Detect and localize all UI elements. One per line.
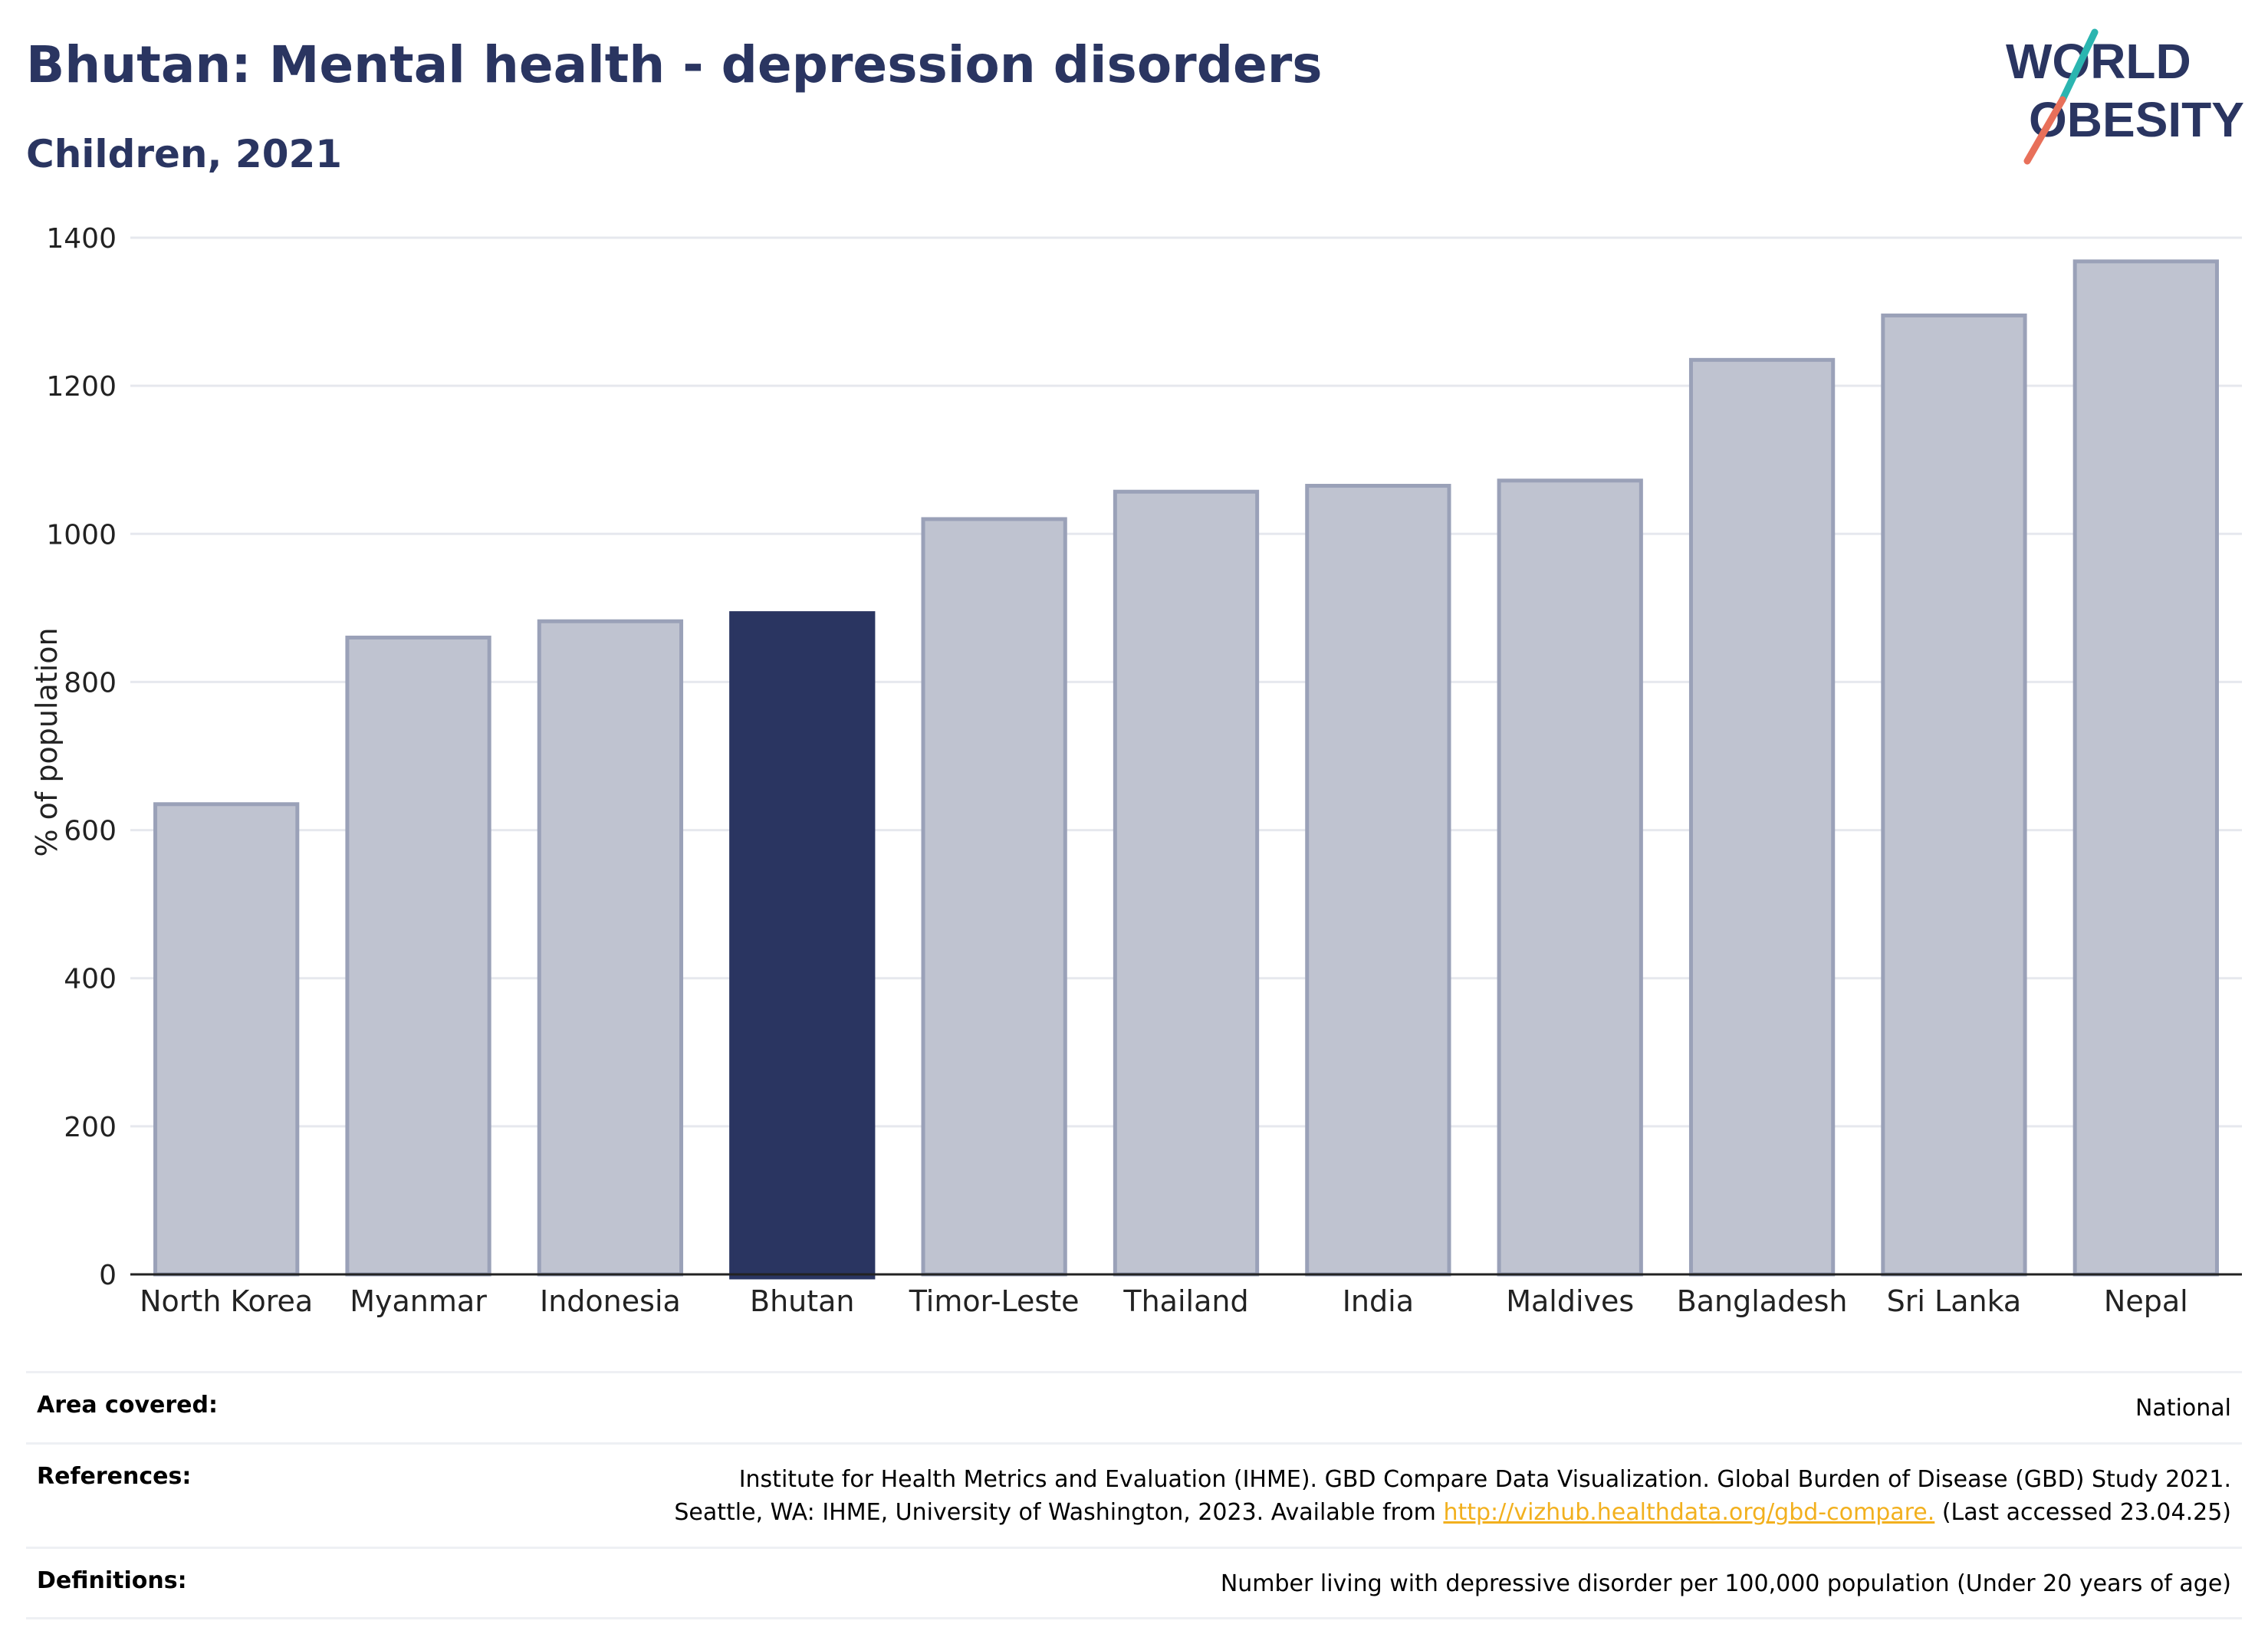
world-obesity-logo: WORLD OBESITY — [2006, 28, 2244, 165]
bar-thailand — [1113, 489, 1260, 1277]
footer-area-row: Area covered: National — [26, 1371, 2242, 1442]
footer-references-row: References: Institute for Health Metrics… — [26, 1442, 2242, 1547]
y-tick-label: 1400 — [46, 223, 117, 255]
bar-sri-lanka — [1881, 313, 2027, 1277]
chart-subtitle: Children, 2021 — [26, 132, 343, 176]
x-tick-label: Indonesia — [540, 1284, 681, 1318]
x-tick-label: Maldives — [1506, 1284, 1634, 1318]
bar-bhutan — [729, 611, 876, 1280]
bar-indonesia — [537, 619, 684, 1277]
y-tick-label: 200 — [64, 1112, 117, 1143]
references-label: References: — [37, 1462, 192, 1490]
references-line1: Institute for Health Metrics and Evaluat… — [738, 1465, 2231, 1493]
x-tick-label: Sri Lanka — [1887, 1284, 2022, 1318]
chart-footer: Area covered: National References: Insti… — [26, 1371, 2242, 1619]
area-covered-value: National — [2135, 1395, 2231, 1422]
y-tick-label: 600 — [64, 816, 117, 847]
definitions-value: Number living with depressive disorder p… — [1220, 1570, 2231, 1597]
bar-north-korea — [153, 802, 300, 1277]
y-tick-label: 800 — [64, 667, 117, 699]
references-line2-pre: Seattle, WA: IHME, University of Washing… — [674, 1499, 1444, 1526]
logo-slash-coral — [2023, 96, 2066, 165]
y-tick-label: 400 — [64, 964, 117, 995]
footer-definitions-row: Definitions: Number living with depressi… — [26, 1546, 2242, 1619]
y-tick-label: 0 — [99, 1260, 117, 1291]
bar-chart: 0 200 400 600 800 1000 1200 1400 North Korea Mya… — [30, 223, 2242, 1318]
bar-maldives — [1497, 478, 1643, 1277]
x-tick-label: North Korea — [140, 1284, 313, 1318]
x-tick-label: Myanmar — [350, 1284, 487, 1318]
x-tick-label: Thailand — [1122, 1284, 1248, 1318]
chart-bars — [153, 259, 2219, 1280]
logo-slash-teal — [2059, 28, 2099, 104]
x-tick-label: Nepal — [2104, 1284, 2188, 1318]
y-tick-label: 1000 — [46, 519, 117, 551]
x-axis-labels: North Korea Myanmar Indonesia Bhutan Timor-L… — [140, 1284, 2188, 1318]
references-value: Institute for Health Metrics and Evaluat… — [674, 1463, 2242, 1530]
area-covered-label: Area covered: — [37, 1392, 218, 1419]
y-axis-label: % of population — [30, 627, 64, 856]
y-tick-label: 1200 — [46, 371, 117, 403]
references-line2-post: (Last accessed 23.04.25) — [1934, 1499, 2231, 1526]
bar-bangladesh — [1688, 357, 1836, 1277]
bar-myanmar — [345, 635, 491, 1277]
definitions-label: Definitions: — [37, 1567, 187, 1594]
x-tick-label: Bangladesh — [1677, 1284, 1848, 1318]
references-link[interactable]: http://vizhub.healthdata.org/gbd-compare… — [1443, 1499, 1935, 1526]
y-axis-ticks: 0 200 400 600 800 1000 1200 1400 — [46, 223, 117, 1291]
bar-timor-leste — [921, 517, 1067, 1277]
x-tick-label: India — [1343, 1284, 1414, 1318]
x-tick-label: Bhutan — [750, 1284, 855, 1318]
chart-title: Bhutan: Mental health - depression disor… — [26, 35, 1323, 94]
x-tick-label: Timor-Leste — [909, 1284, 1080, 1318]
bar-india — [1305, 484, 1451, 1277]
bar-nepal — [2072, 259, 2219, 1277]
logo-text-world: WORLD — [2006, 34, 2191, 89]
